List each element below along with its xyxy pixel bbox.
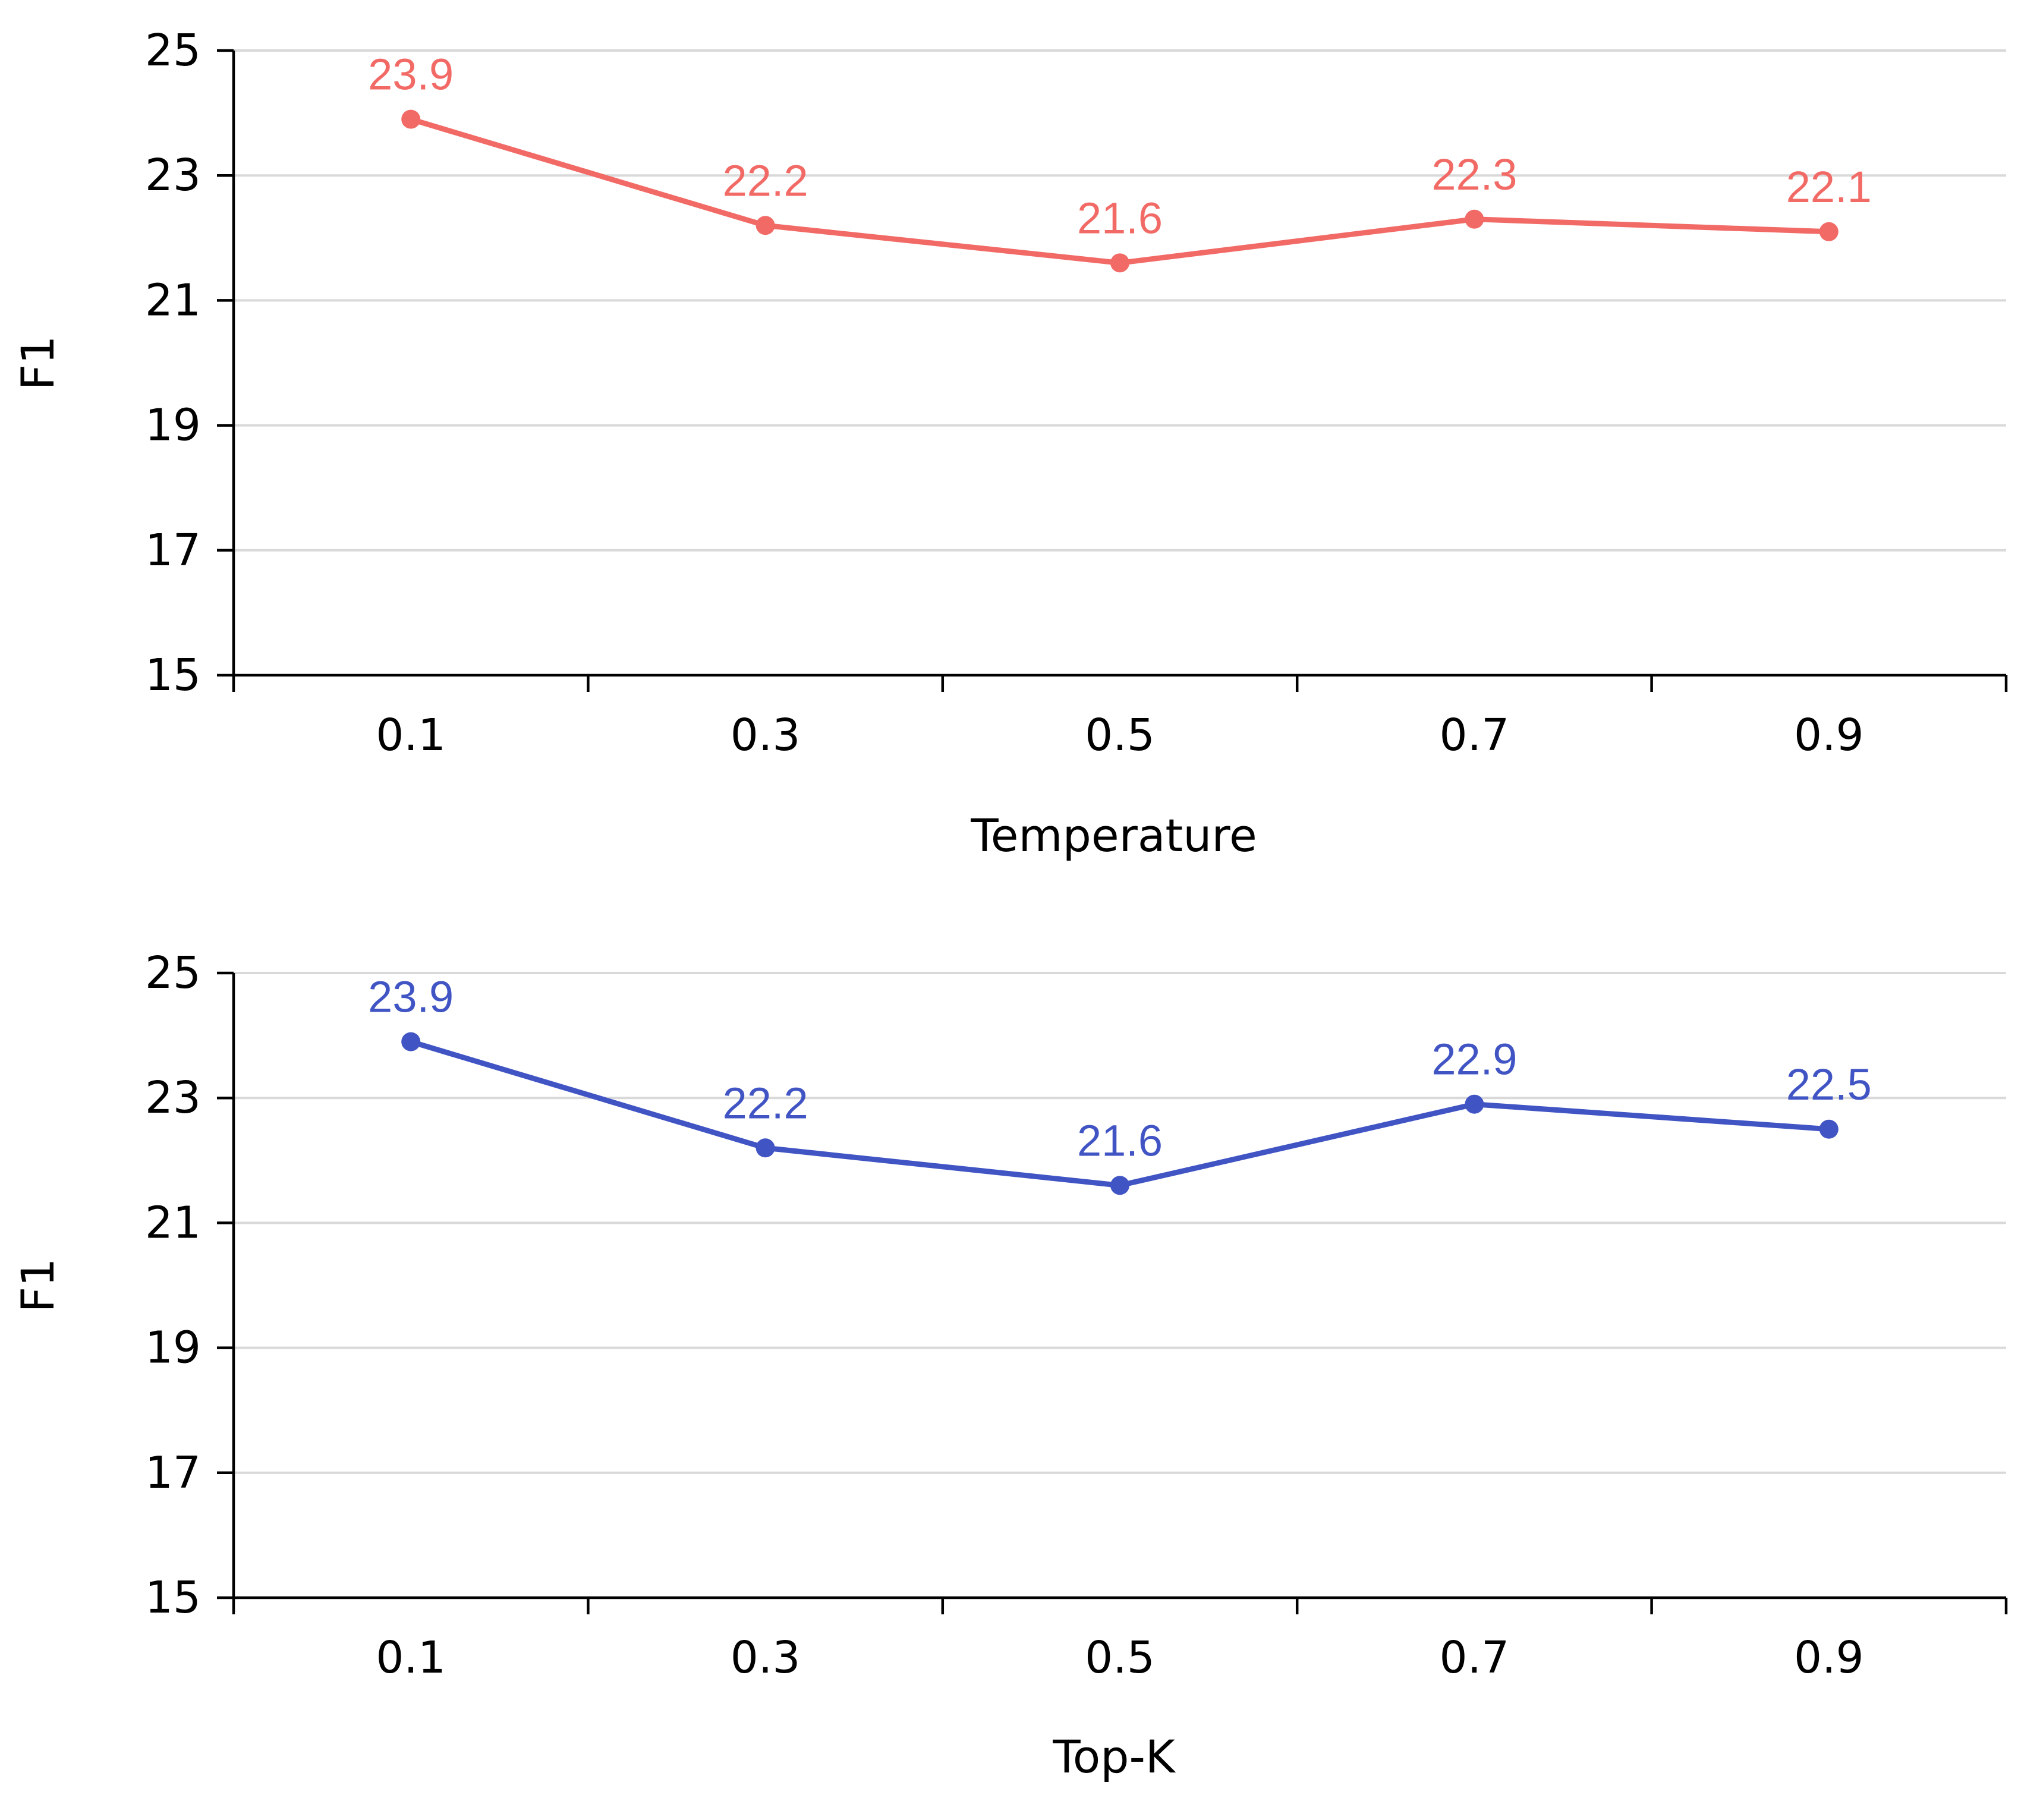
data-label: 22.3 [1431,150,1517,199]
data-label: 22.2 [723,1078,808,1128]
y-tick-label: 19 [145,1323,201,1374]
data-label: 23.9 [368,50,454,99]
x-tick-label: 0.3 [731,1632,801,1683]
x-tick-label: 0.7 [1440,710,1510,761]
x-tick-labels: 0.1 0.3 0.5 0.7 0.9 [376,710,1863,761]
y-tick-label: 17 [145,525,201,576]
data-point [1465,1094,1484,1114]
y-tick-label: 19 [145,400,201,451]
data-labels: 23.9 22.2 21.6 22.3 22.1 [368,50,1872,243]
y-tick-label: 21 [145,1197,201,1248]
axes [217,971,2008,1614]
y-tick-label: 23 [145,150,201,201]
x-tick-label: 0.7 [1440,1632,1510,1683]
x-tick-label: 0.5 [1085,1632,1155,1683]
data-label: 22.1 [1786,162,1872,212]
y-axis-title: F1 [11,1258,64,1312]
top-k-chart: 15 17 19 21 23 25 0.1 0.3 0.5 0.7 0.9 To… [11,947,2008,1783]
y-tick-labels: 15 17 19 21 23 25 [145,947,201,1623]
data-point [1110,1176,1129,1195]
data-point [1819,222,1839,241]
data-point [1465,209,1484,229]
y-tick-label: 25 [145,25,201,76]
y-tick-label: 21 [145,275,201,326]
data-label: 22.9 [1431,1035,1517,1084]
data-point [1110,253,1129,273]
y-axis-title: F1 [11,335,64,390]
axes [217,49,2008,692]
x-axis-title: Temperature [970,809,1257,862]
data-point [401,1032,421,1051]
data-label: 21.6 [1077,193,1163,243]
data-point [401,109,421,129]
data-point [755,216,775,235]
x-tick-label: 0.1 [376,1632,446,1683]
series-top-k [401,1032,1839,1195]
x-tick-labels: 0.1 0.3 0.5 0.7 0.9 [376,1632,1863,1683]
y-tick-label: 15 [145,650,201,701]
x-tick-label: 0.1 [376,710,446,761]
y-tick-label: 15 [145,1572,201,1623]
y-tick-label: 23 [145,1072,201,1123]
y-tick-label: 17 [145,1447,201,1498]
temperature-chart: 15 17 19 21 23 25 0.1 0.3 0.5 0.7 0.9 Te… [11,25,2008,862]
data-label: 21.6 [1077,1116,1163,1165]
x-tick-label: 0.9 [1794,1632,1864,1683]
data-point [755,1138,775,1158]
x-tick-label: 0.3 [731,710,801,761]
x-axis-title: Top-K [1052,1730,1176,1783]
data-point [1819,1119,1839,1139]
y-gridlines [234,49,2006,552]
y-gridlines [234,972,2006,1474]
data-label: 22.5 [1786,1060,1872,1109]
series-temperature [401,109,1839,273]
data-label: 23.9 [368,972,454,1022]
x-tick-label: 0.9 [1794,710,1864,761]
y-tick-labels: 15 17 19 21 23 25 [145,25,201,701]
data-labels: 23.9 22.2 21.6 22.9 22.5 [368,972,1872,1166]
data-label: 22.2 [723,156,808,205]
x-tick-label: 0.5 [1085,710,1155,761]
y-tick-label: 25 [145,947,201,999]
